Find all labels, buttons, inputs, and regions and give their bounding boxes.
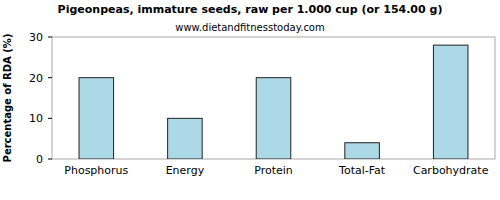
y-tick-label: 20	[29, 72, 43, 85]
y-tick	[48, 118, 52, 119]
x-tick-label: Carbohydrate	[413, 164, 489, 177]
bar	[168, 118, 203, 159]
x-tick-label: Protein	[254, 164, 293, 177]
y-tick	[48, 159, 52, 160]
subtitle: www.dietandfitnesstoday.com	[175, 22, 324, 33]
y-axis-label: Percentage of RDA (%)	[2, 34, 13, 163]
chart-container: Pigeonpeas, immature seeds, raw per 1.00…	[0, 0, 500, 200]
x-tick-label: Energy	[166, 164, 205, 177]
bars	[79, 45, 468, 159]
bar	[345, 143, 380, 159]
y-tick-label: 10	[29, 112, 43, 125]
y-tick-label: 30	[29, 31, 43, 44]
y-tick-label: 0	[36, 153, 43, 166]
y-tick	[48, 77, 52, 78]
title: Pigeonpeas, immature seeds, raw per 1.00…	[58, 3, 443, 16]
bar	[256, 78, 291, 159]
x-tick-label: Phosphorus	[64, 164, 128, 177]
chart-svg: Pigeonpeas, immature seeds, raw per 1.00…	[0, 0, 500, 200]
bar	[79, 78, 114, 159]
x-tick-label: Total-Fat	[338, 164, 386, 177]
plot-frame	[52, 37, 495, 159]
bar	[433, 45, 468, 159]
y-tick	[48, 37, 52, 38]
